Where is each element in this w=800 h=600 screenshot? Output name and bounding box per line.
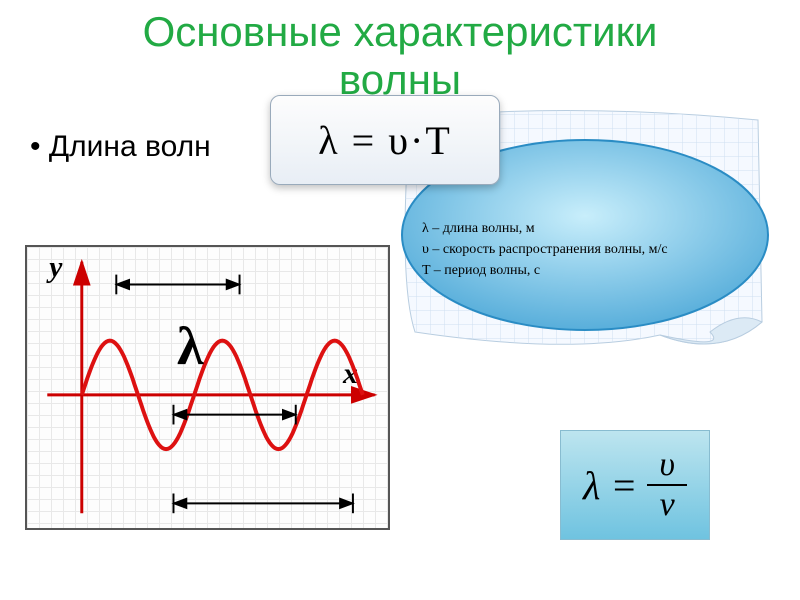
- legend-upsilon: υ – скорость распространения волны, м/с: [422, 239, 668, 260]
- f1-lhs: λ: [318, 118, 339, 163]
- svg-text:y: y: [46, 252, 63, 284]
- f2-lhs: λ: [583, 463, 600, 508]
- title-line1: Основные характеристики: [143, 8, 658, 55]
- formula-lambda-v-over-nu: λ = υ ν: [560, 430, 710, 540]
- legend: λ – длина волны, м υ – скорость распрост…: [422, 218, 668, 281]
- legend-period: T – период волны, с: [422, 260, 668, 281]
- slide-title: Основные характеристики волны: [0, 0, 800, 105]
- f1-eq: =: [352, 118, 377, 163]
- formula-lambda-vt: λ = υ·T: [270, 95, 500, 185]
- f2-num: υ: [647, 446, 687, 486]
- lambda-symbol: λ: [177, 315, 204, 377]
- legend-lambda: λ – длина волны, м: [422, 218, 668, 239]
- f2-den: ν: [648, 486, 687, 524]
- wavelength-diagram: yx λ: [25, 245, 390, 530]
- bullet-wavelength: Длина волн: [30, 130, 211, 164]
- f1-dot: ·: [410, 118, 425, 163]
- f1-T: T: [425, 118, 451, 163]
- f2-eq: =: [610, 463, 637, 508]
- f1-v: υ: [388, 118, 410, 163]
